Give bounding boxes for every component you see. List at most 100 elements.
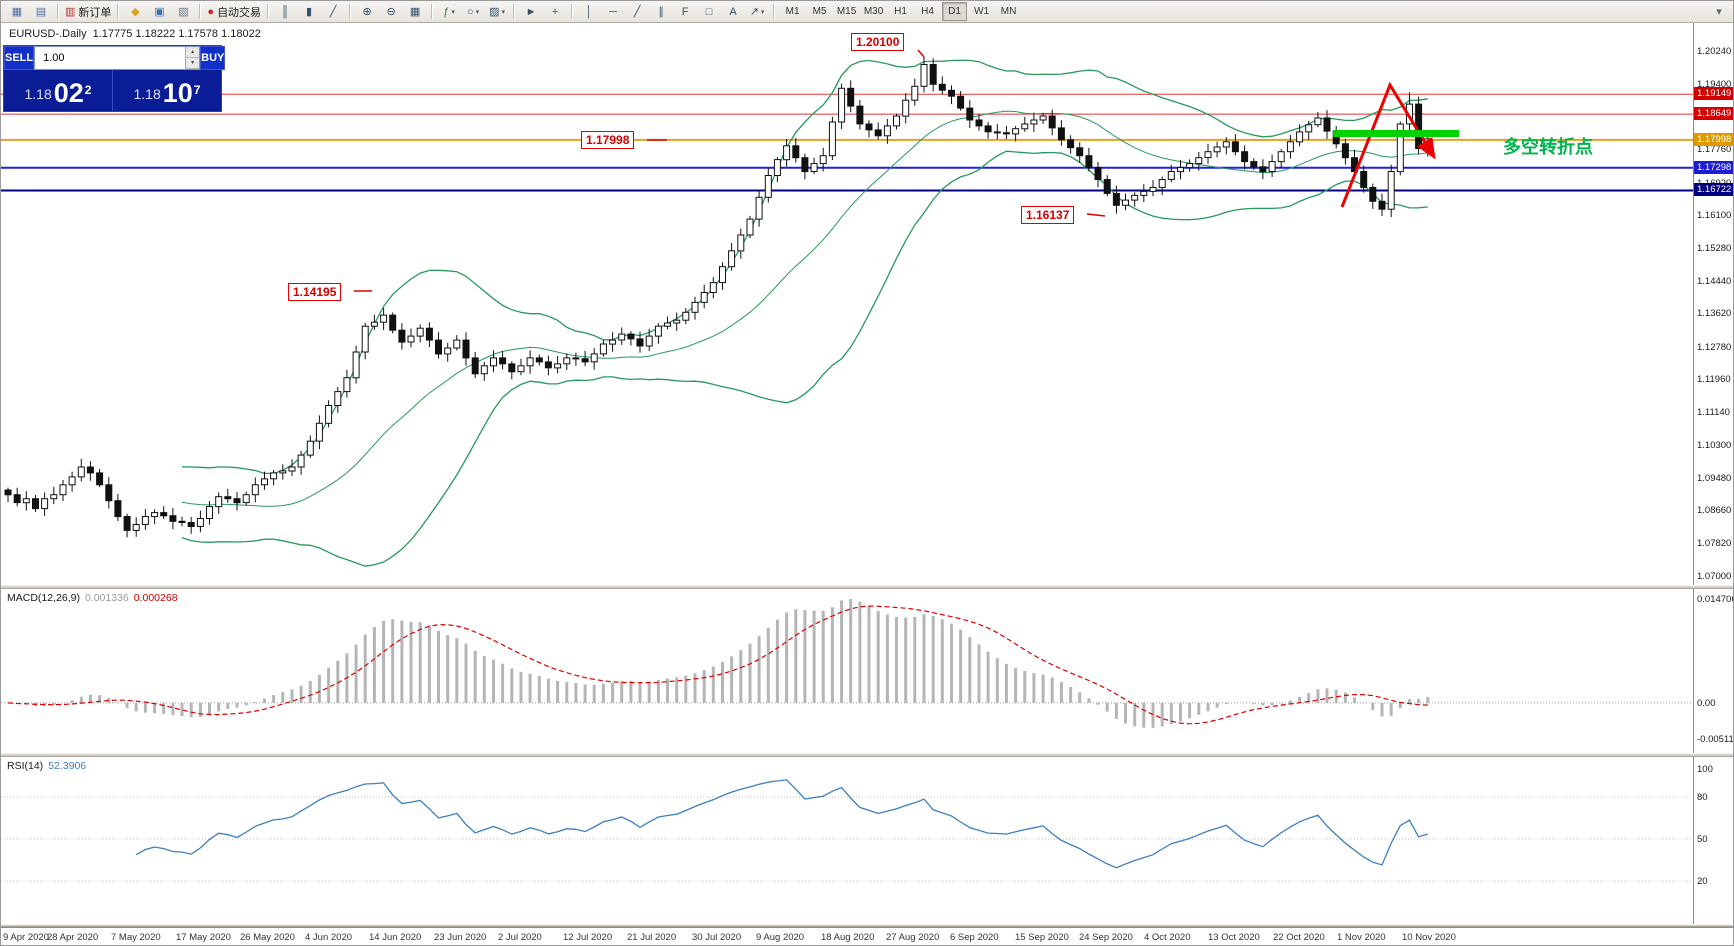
trade-panel-divider bbox=[112, 70, 113, 111]
one-click-trading-panel: SELL ▴ ▾ BUY 1.18 02 2 1.18 bbox=[3, 45, 226, 112]
chart-profiles-icon: ▤ bbox=[35, 6, 47, 18]
price-flag-swing[interactable]: 1.14195 bbox=[288, 283, 342, 301]
timeframe-m5-button[interactable]: M5 bbox=[812, 6, 827, 17]
horizontal-line-button[interactable]: ─ bbox=[602, 2, 624, 22]
time-axis[interactable]: 9 Apr 2020 28 Apr 2020 7 May 2020 17 May 20… bbox=[1, 927, 1733, 945]
volume-decrease-button[interactable]: ▾ bbox=[186, 58, 200, 69]
text-label-button[interactable]: A bbox=[722, 2, 744, 22]
rsi-axis-label: 100 bbox=[1697, 764, 1713, 775]
buy-price-pips: 10 bbox=[162, 78, 193, 108]
date-label: 9 Apr 2020 bbox=[3, 932, 49, 943]
volume-box: ▴ ▾ bbox=[34, 46, 201, 70]
crosshair-button[interactable]: + bbox=[544, 2, 566, 22]
zoom-out-button[interactable]: ⊖ bbox=[380, 2, 402, 22]
panel-splitter[interactable] bbox=[1, 924, 1733, 927]
price-chart-canvas[interactable] bbox=[1, 23, 1693, 585]
price-axis-label: 1.09480 bbox=[1697, 473, 1732, 484]
new-order-button[interactable]: ▥ 新订单 bbox=[64, 2, 112, 22]
sell-button[interactable]: SELL bbox=[4, 46, 35, 70]
market-watch-button[interactable]: ▣ bbox=[148, 2, 170, 22]
trendline-icon: ╱ bbox=[633, 6, 641, 18]
arrows-button[interactable]: ↗ ▾ bbox=[746, 2, 768, 22]
vertical-line-button[interactable]: │ bbox=[578, 2, 600, 22]
timeframe-h4-button[interactable]: H4 bbox=[921, 6, 934, 17]
candlestick-chart-icon: ▮ bbox=[306, 6, 313, 18]
vertical-line-icon: │ bbox=[585, 5, 593, 18]
zoom-in-button[interactable]: ⊕ bbox=[356, 2, 378, 22]
new-chart-button[interactable]: ▦ bbox=[6, 2, 28, 22]
ohlc-label: 1.17775 1.18222 1.17578 1.18022 bbox=[92, 28, 261, 40]
date-label: 7 May 2020 bbox=[111, 932, 161, 943]
candlesticks bbox=[4, 56, 1432, 538]
macd-histogram bbox=[15, 599, 1430, 728]
bar-chart-button[interactable]: ║ bbox=[274, 2, 296, 22]
rsi-value: 52.3906 bbox=[48, 760, 87, 772]
indicators-icon: ƒ bbox=[443, 5, 450, 18]
indicators-button[interactable]: ƒ ▾ bbox=[438, 2, 460, 22]
trendline-button[interactable]: ╱ bbox=[626, 2, 648, 22]
timeframe-mn-button[interactable]: MN bbox=[1000, 6, 1017, 17]
date-label: 14 Jun 2020 bbox=[369, 932, 422, 943]
timeframe-m1-button[interactable]: M1 bbox=[785, 6, 800, 17]
chart-title: EURUSD-.Daily 1.17775 1.18222 1.17578 1.1… bbox=[9, 28, 267, 40]
price-flag-level[interactable]: 1.17998 bbox=[581, 131, 635, 149]
templates-button[interactable]: ▨ ▾ bbox=[486, 2, 508, 22]
timeframe-m30-button[interactable]: M30 bbox=[863, 6, 884, 17]
new-chart-icon: ▦ bbox=[11, 6, 23, 18]
macd-canvas[interactable] bbox=[1, 589, 1693, 753]
rsi-axis-label: 50 bbox=[1697, 834, 1708, 845]
auto-trading-button[interactable]: ● 自动交易 bbox=[206, 2, 262, 22]
panel-splitter[interactable] bbox=[1, 753, 1733, 757]
horizontal-line-icon: ─ bbox=[609, 5, 617, 18]
new-order-icon: ▥ bbox=[65, 6, 76, 18]
shapes-button[interactable]: □ bbox=[698, 2, 720, 22]
fibonacci-button[interactable]: F bbox=[674, 2, 696, 22]
price-level-badge: 1.16722 bbox=[1694, 183, 1733, 196]
timeframe-d1-button[interactable]: D1 bbox=[942, 2, 968, 21]
flag-connector bbox=[917, 49, 925, 58]
periods-button[interactable]: ○ ▾ bbox=[462, 2, 484, 22]
date-label: 30 Jul 2020 bbox=[692, 932, 742, 943]
volume-increase-button[interactable]: ▴ bbox=[186, 47, 200, 58]
tile-windows-button[interactable]: ▦ bbox=[404, 2, 426, 22]
panel-splitter[interactable] bbox=[1, 585, 1733, 589]
turning-point-note[interactable]: 多空转折点 bbox=[1503, 137, 1593, 157]
macd-main-value: 0.001336 bbox=[84, 592, 129, 604]
price-flag-low[interactable]: 1.16137 bbox=[1021, 206, 1075, 224]
price-flag-high[interactable]: 1.20100 bbox=[851, 33, 905, 51]
market-watch-icon: ▣ bbox=[154, 6, 165, 18]
macd-panel: 0.014706 0.00 -0.005113 MACD(12,26,9) 0.001… bbox=[1, 589, 1733, 753]
terminal-button[interactable]: ▧ bbox=[172, 2, 194, 22]
candlestick-chart-button[interactable]: ▮ bbox=[298, 2, 320, 22]
price-level-badge: 1.18649 bbox=[1694, 107, 1733, 120]
volume-input[interactable] bbox=[35, 47, 186, 69]
date-label: 12 Jul 2020 bbox=[563, 932, 613, 943]
chevron-down-icon: ▾ bbox=[451, 8, 455, 16]
line-chart-button[interactable]: ╱ bbox=[322, 2, 344, 22]
date-label: 4 Oct 2020 bbox=[1144, 932, 1191, 943]
sell-price[interactable]: 1.18 02 2 bbox=[4, 70, 112, 111]
trade-panel-top-row: SELL ▴ ▾ BUY bbox=[4, 46, 226, 70]
price-axis[interactable]: 1.202401.194001.177601.169201.161001.152… bbox=[1693, 23, 1733, 585]
chart-profiles-button[interactable]: ▤ bbox=[30, 2, 52, 22]
horizontal-level-lines bbox=[1, 93, 1693, 192]
buy-price[interactable]: 1.18 10 7 bbox=[113, 70, 221, 111]
toolbar-overflow-icon[interactable]: ▾ bbox=[1716, 6, 1722, 18]
rsi-axis[interactable]: 100 80 50 20 bbox=[1693, 757, 1733, 924]
buy-button[interactable]: BUY bbox=[200, 46, 226, 70]
timeframe-h1-button[interactable]: H1 bbox=[894, 6, 907, 17]
toolbar-separator bbox=[513, 4, 516, 19]
cursor-button[interactable]: ► bbox=[520, 2, 542, 22]
equidistant-channel-button[interactable]: ∥ bbox=[650, 2, 672, 22]
price-axis-label: 1.14440 bbox=[1697, 276, 1732, 287]
metaeditor-button[interactable]: ◆ bbox=[124, 2, 146, 22]
rsi-canvas[interactable] bbox=[1, 757, 1693, 924]
support-highlight-bar[interactable] bbox=[1333, 130, 1459, 137]
macd-axis[interactable]: 0.014706 0.00 -0.005113 bbox=[1693, 589, 1733, 753]
zoom-in-icon: ⊕ bbox=[362, 6, 372, 18]
timeframe-m15-button[interactable]: M15 bbox=[836, 6, 857, 17]
macd-signal-value: 0.000268 bbox=[133, 592, 178, 604]
date-label: 21 Jul 2020 bbox=[627, 932, 677, 943]
timeframe-w1-button[interactable]: W1 bbox=[974, 6, 990, 17]
